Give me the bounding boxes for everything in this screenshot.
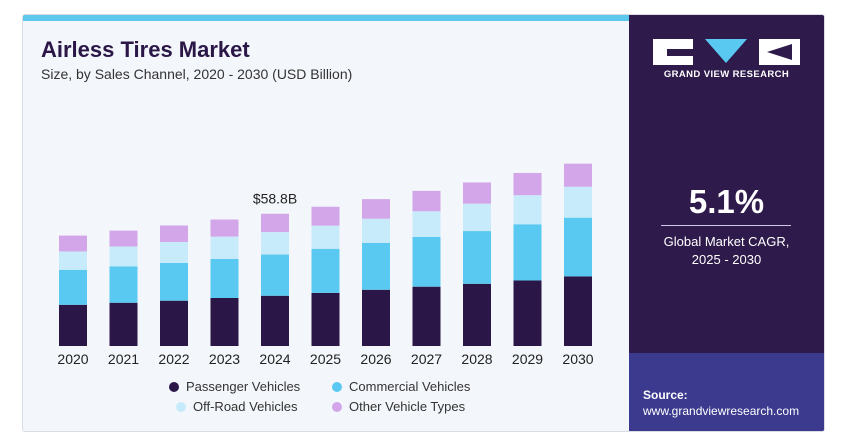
bar-2029-passenger <box>513 280 542 346</box>
x-tick-2020: 2020 <box>57 351 88 367</box>
x-tick-2021: 2021 <box>108 351 139 367</box>
x-tick-2029: 2029 <box>512 351 543 367</box>
grand-view-research-logo <box>653 39 800 65</box>
legend-label-offroad: Off-Road Vehicles <box>193 399 298 414</box>
x-tick-2026: 2026 <box>360 351 391 367</box>
bar-2020-offroad <box>59 251 87 270</box>
x-tick-2024: 2024 <box>259 351 290 367</box>
source: Source: www.grandviewresearch.com <box>643 387 799 419</box>
bar-2020-passenger <box>59 304 87 346</box>
x-tick-2022: 2022 <box>158 351 189 367</box>
legend-swatch-passenger <box>169 381 179 392</box>
cagr-label-line1: Global Market CAGR, <box>663 234 790 249</box>
x-tick-2027: 2027 <box>411 351 442 367</box>
bar-2024-other <box>261 213 289 233</box>
bar-2029-other <box>513 172 542 196</box>
bar-2026-passenger <box>362 289 390 346</box>
bar-2021-passenger <box>109 302 138 346</box>
bar-2025-other <box>311 206 340 226</box>
bar-2021-other <box>109 230 138 247</box>
bar-2026-other <box>362 199 390 219</box>
legend-item-commercial: Commercial Vehicles <box>332 379 470 394</box>
bar-2028-commercial <box>463 231 491 284</box>
source-panel: Source: www.grandviewresearch.com <box>629 353 824 431</box>
bar-2023-commercial <box>210 258 239 299</box>
chart-subtitle: Size, by Sales Channel, 2020 - 2030 (USD… <box>41 66 353 82</box>
chart-title: Airless Tires Market <box>41 37 250 62</box>
divider <box>661 225 791 226</box>
bar-2024-offroad <box>261 232 289 255</box>
bar-2030-commercial <box>564 217 592 277</box>
bar-2022-passenger <box>160 300 188 346</box>
x-tick-2025: 2025 <box>310 351 341 367</box>
legend-item-passenger: Passenger Vehicles <box>169 379 300 394</box>
bar-2027-offroad <box>412 211 441 237</box>
cagr-value: 5.1% <box>688 183 765 220</box>
bar-2021-offroad <box>109 246 138 267</box>
bar-2020-other <box>59 235 87 252</box>
bar-2025-commercial <box>311 248 340 293</box>
bar-2028-offroad <box>463 203 491 232</box>
bar-2022-commercial <box>160 262 188 301</box>
bar-2025-passenger <box>311 292 340 346</box>
source-url: www.grandviewresearch.com <box>643 404 800 418</box>
bar-2027-passenger <box>412 286 441 346</box>
x-tick-2023: 2023 <box>209 351 240 367</box>
bar-2024-commercial <box>261 254 289 296</box>
bar-2026-offroad <box>362 218 390 243</box>
bar-2021-commercial <box>109 266 138 303</box>
cagr-label-line2: 2025 - 2030 <box>691 252 762 267</box>
legend-label-other: Other Vehicle Types <box>349 399 466 414</box>
bar-2029-commercial <box>513 224 542 281</box>
bar-2023-offroad <box>210 236 239 259</box>
bar-2027-other <box>412 190 441 212</box>
x-tick-2030: 2030 <box>562 351 593 367</box>
chart-card: Airless Tires Market Size, by Sales Chan… <box>22 14 825 432</box>
data-label-2024: $58.8B <box>253 191 297 207</box>
bar-2024-passenger <box>261 295 289 346</box>
legend-swatch-other <box>332 401 342 412</box>
legend-label-passenger: Passenger Vehicles <box>186 379 301 394</box>
source-label: Source: <box>643 388 688 402</box>
bar-2028-passenger <box>463 283 491 346</box>
bar-2027-commercial <box>412 236 441 287</box>
bar-2030-passenger <box>564 276 592 346</box>
bar-2030-other <box>564 163 592 187</box>
legend-swatch-offroad <box>176 401 186 412</box>
accent-bar <box>23 15 629 21</box>
bar-2026-commercial <box>362 242 390 290</box>
stacked-bar-chart: 2020 2021 2022 2023 2024 $58.8B 2025 2026 2027 20… <box>57 163 594 367</box>
legend-swatch-commercial <box>332 381 342 392</box>
bar-2025-offroad <box>311 225 340 249</box>
legend-item-other: Other Vehicle Types <box>332 399 465 414</box>
cagr-label: Global Market CAGR, 2025 - 2030 <box>629 233 824 269</box>
brand-name: GRAND VIEW RESEARCH <box>663 69 790 80</box>
legend-label-commercial: Commercial Vehicles <box>349 379 471 394</box>
bar-2030-offroad <box>564 186 592 218</box>
bar-2023-passenger <box>210 298 239 346</box>
bar-2023-other <box>210 219 239 237</box>
bar-2020-commercial <box>59 269 87 305</box>
bar-2029-offroad <box>513 195 542 225</box>
legend-item-offroad: Off-Road Vehicles <box>176 399 298 414</box>
bar-2028-other <box>463 182 491 204</box>
x-tick-2028: 2028 <box>461 351 492 367</box>
info-panel: GRAND VIEW RESEARCH 5.1% Global Market C… <box>629 15 824 431</box>
bar-2022-offroad <box>160 241 188 263</box>
bar-2022-other <box>160 225 188 242</box>
